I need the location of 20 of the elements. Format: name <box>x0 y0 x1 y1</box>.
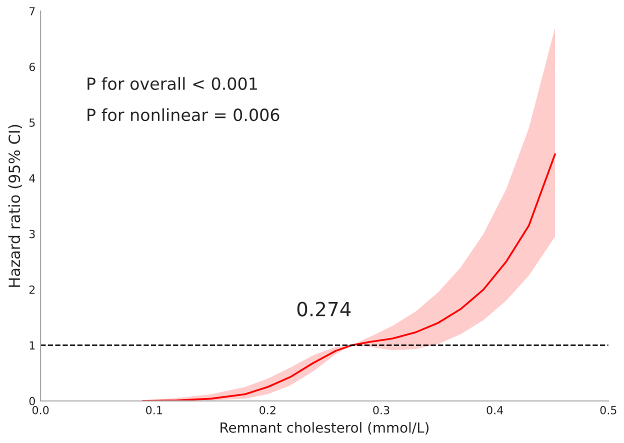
y-tick-label: 5 <box>29 118 35 127</box>
x-tick-label: 0.0 <box>32 406 49 414</box>
y-tick-label: 1 <box>30 341 35 350</box>
x-tick-label: 0.5 <box>600 406 616 414</box>
x-tick-label: 0.4 <box>486 406 504 414</box>
x-axis-title: Remnant cholesterol (mmol/L) <box>220 422 429 434</box>
x-tick-label: 0.2 <box>260 406 276 414</box>
annotation: 0.274 <box>297 302 351 316</box>
x-tick-label: 0.3 <box>373 406 390 414</box>
y-tick-label: 4 <box>29 174 36 182</box>
x-tick-label: 0.1 <box>146 406 162 414</box>
line-series <box>142 153 556 401</box>
y-tick-label: 3 <box>29 230 35 238</box>
y-tick-label: 7 <box>30 7 35 16</box>
y-axis-title: Hazard ratio (95% CI) <box>8 124 22 287</box>
y-tick-label: 6 <box>29 62 35 72</box>
y-tick-label: 0 <box>29 396 35 406</box>
annotation: P for nonlinear = 0.006 <box>88 108 280 122</box>
annotation: P for overall < 0.001 <box>88 77 257 90</box>
y-tick-label: 2 <box>29 286 35 294</box>
